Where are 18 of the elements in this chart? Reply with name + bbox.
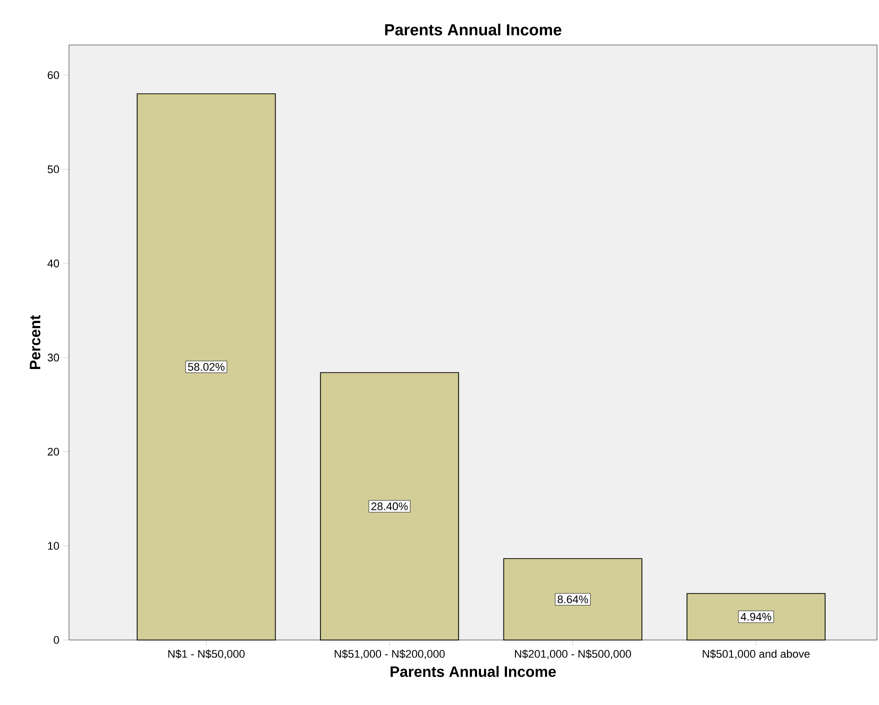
y-tick-label: 60 [48, 71, 60, 80]
y-tick-label: 20 [48, 448, 60, 456]
y-axis-title: Percent [30, 315, 40, 370]
x-tick-label: N$201,000 - N$500,000 [514, 650, 632, 660]
x-tick-label: N$1 - N$50,000 [168, 650, 245, 660]
data-label: 58.02% [188, 363, 225, 371]
y-tick-label: 50 [48, 165, 60, 174]
x-axis-title: Parents Annual Income [390, 666, 556, 677]
chart-title: Parents Annual Income [385, 24, 562, 36]
data-label: 8.64% [558, 595, 588, 604]
y-tick-label: 0 [54, 636, 60, 644]
data-label: 28.40% [371, 502, 408, 510]
y-tick-label: 40 [47, 260, 60, 268]
x-tick-label: N$51,000 - N$200,000 [334, 650, 445, 660]
data-label: 4.94% [740, 612, 772, 621]
y-tick-label: 30 [48, 354, 60, 362]
x-tick-label: N$501,000 and above [702, 650, 810, 660]
y-tick-label: 10 [48, 542, 60, 550]
